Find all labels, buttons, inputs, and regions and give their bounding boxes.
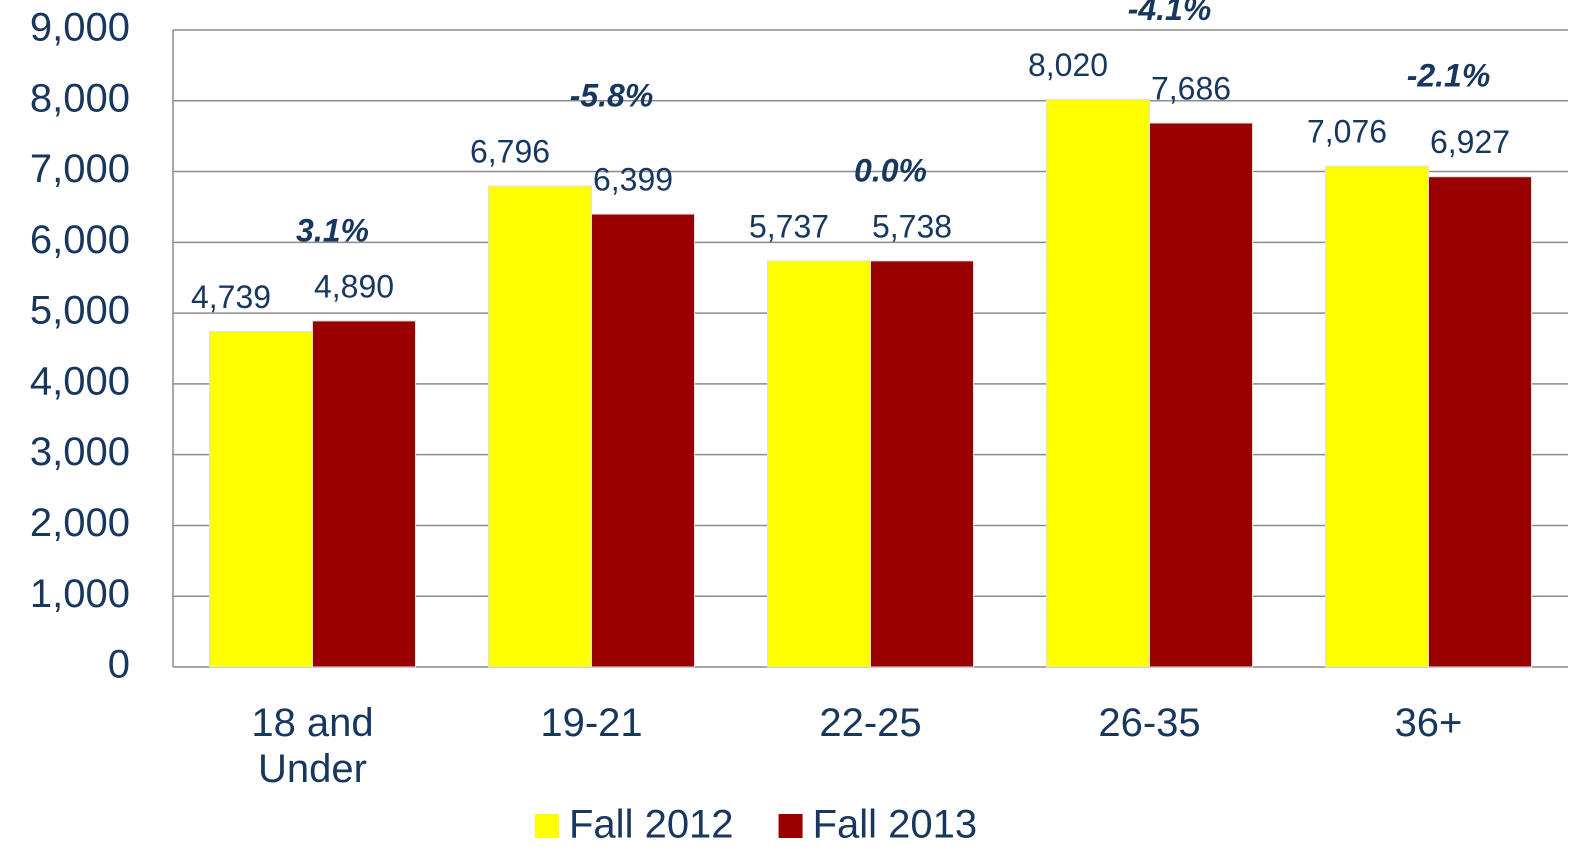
legend-label: Fall 2012 <box>569 803 734 847</box>
legend-swatch <box>535 814 559 838</box>
legend-swatch <box>778 814 803 838</box>
bar <box>591 213 695 668</box>
x-tick-label: 18 and Under <box>251 701 374 791</box>
x-tick-label: 19-21 <box>540 701 643 745</box>
value-label: 5,738 <box>872 208 952 244</box>
annotation: -2.1% <box>1407 58 1491 94</box>
value-label: 6,927 <box>1430 124 1510 160</box>
bar <box>767 260 871 668</box>
bar <box>1046 98 1150 668</box>
value-label: 5,737 <box>749 208 829 244</box>
bar <box>488 185 592 668</box>
value-label: 6,399 <box>593 162 673 198</box>
y-tick-label: 8,000 <box>30 76 130 120</box>
annotation: 0.0% <box>854 152 927 188</box>
bar <box>209 331 313 668</box>
y-tick-label: 0 <box>108 643 130 687</box>
value-label: 6,796 <box>470 133 550 169</box>
x-tick-label: 26-35 <box>1098 701 1201 745</box>
x-tick-label: 36+ <box>1394 701 1463 745</box>
value-label: 7,076 <box>1307 114 1387 150</box>
bar <box>312 320 416 668</box>
legend-label: Fall 2013 <box>813 803 978 847</box>
bar <box>870 260 974 668</box>
bar <box>1428 176 1532 668</box>
bar <box>1149 122 1253 668</box>
value-label: 4,739 <box>191 279 271 315</box>
y-tick-label: 4,000 <box>30 359 130 403</box>
annotation: -5.8% <box>570 77 654 113</box>
y-tick-label: 3,000 <box>30 430 130 474</box>
y-tick-label: 1,000 <box>30 572 130 616</box>
y-tick-label: 7,000 <box>30 147 130 191</box>
value-label: 8,020 <box>1028 47 1108 83</box>
y-tick-label: 6,000 <box>30 218 130 262</box>
bar <box>1325 165 1429 668</box>
y-tick-label: 5,000 <box>30 289 130 333</box>
x-tick-label: 22-25 <box>819 701 922 745</box>
annotation: -4.1% <box>1128 0 1212 27</box>
annotation: 3.1% <box>296 212 369 248</box>
value-label: 4,890 <box>314 268 394 304</box>
y-tick-label: 9,000 <box>30 6 130 50</box>
y-tick-label: 2,000 <box>30 501 130 545</box>
value-label: 7,686 <box>1151 70 1231 106</box>
